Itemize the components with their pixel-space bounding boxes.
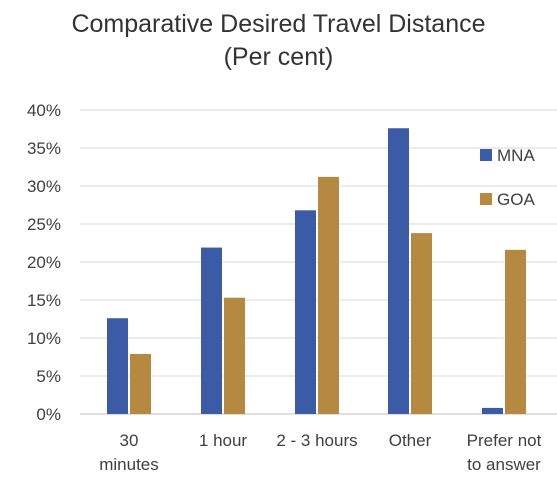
x-tick-label: Prefer not [467,431,542,450]
bar-mna [482,407,503,414]
legend-label: MNA [497,146,535,165]
bar-goa [505,249,526,414]
y-tick-label: 35% [27,139,61,158]
y-tick-label: 40% [27,101,61,120]
bar-mna [295,210,316,414]
legend-swatch [480,149,492,161]
bar-goa [130,353,151,414]
bar-goa [411,233,432,414]
x-tick-label: to answer [467,455,541,474]
y-tick-label: 30% [27,177,61,196]
bar-mna [201,247,222,414]
bar-mna [107,318,128,414]
y-tick-label: 10% [27,329,61,348]
y-tick-label: 20% [27,253,61,272]
y-tick-label: 25% [27,215,61,234]
x-tick-label: 1 hour [199,431,248,450]
y-tick-label: 5% [36,367,61,386]
x-tick-label: 2 - 3 hours [276,431,357,450]
legend-label: GOA [497,190,535,209]
bar-goa [224,297,245,414]
y-tick-label: 15% [27,291,61,310]
bar-goa [318,176,339,414]
bar-mna [388,128,409,415]
y-tick-label: 0% [36,405,61,424]
chart-subtitle: (Per cent) [223,43,334,71]
chart-title: Comparative Desired Travel Distance [71,10,486,38]
x-tick-label: minutes [99,455,159,474]
x-tick-label: Other [389,431,432,450]
legend-swatch [480,193,492,205]
x-tick-label: 30 [120,431,139,450]
